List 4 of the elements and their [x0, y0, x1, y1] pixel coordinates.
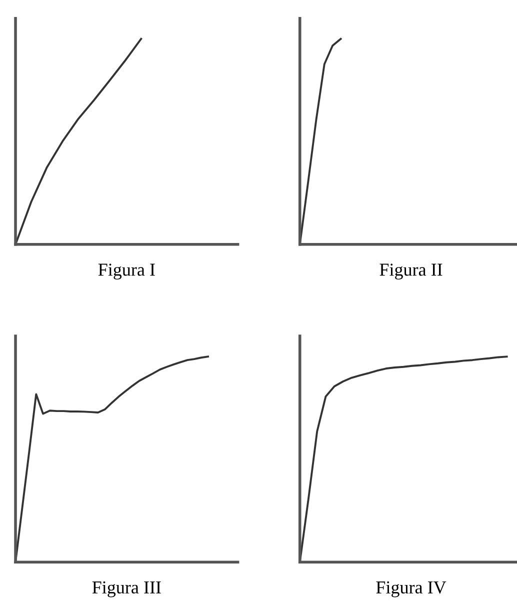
- x-axis-title: Figura IV: [376, 581, 446, 598]
- x-axis-title: Figura II: [380, 264, 442, 280]
- x-axis-title: Figura I: [98, 264, 155, 280]
- x-axis-title: Figura III: [92, 581, 161, 598]
